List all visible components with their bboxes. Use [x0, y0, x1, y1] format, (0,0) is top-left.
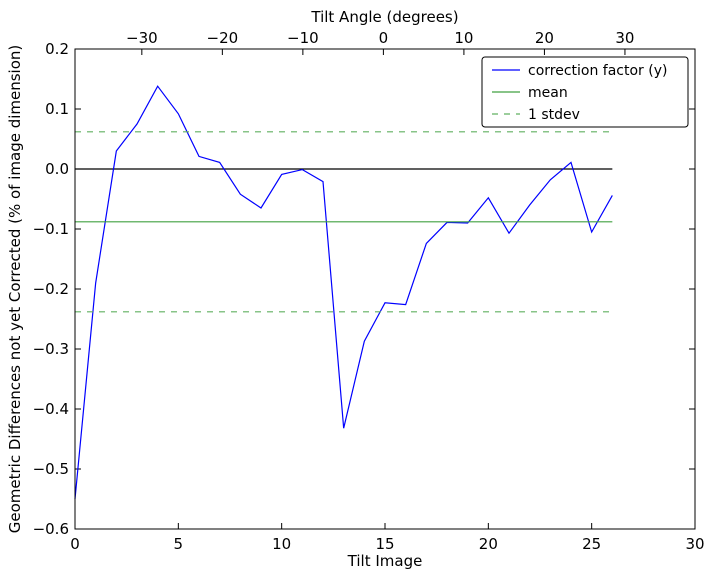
- top-tick-label: 30: [615, 29, 634, 47]
- legend-items: correction factor (y) mean 1 stdev: [492, 63, 667, 123]
- y-tick-label: −0.6: [33, 520, 69, 538]
- lines-layer: [74, 85, 613, 500]
- top-tick-label: 10: [454, 29, 473, 47]
- x-axis-label: Tilt Image: [347, 552, 423, 570]
- plot-area-frame: [74, 48, 696, 530]
- y-tick-label: −0.4: [33, 400, 69, 418]
- x-tick-label: 15: [375, 535, 394, 553]
- y-tick-label: −0.3: [33, 340, 69, 358]
- x-tick-label: 0: [70, 535, 80, 553]
- y-tick-label: 0.2: [45, 40, 69, 58]
- legend-label: correction factor (y): [528, 63, 667, 79]
- x-tick-label: 30: [685, 535, 704, 553]
- top-tick-label: −10: [287, 29, 319, 47]
- y-tick-label: 0.1: [45, 100, 69, 118]
- legend: correction factor (y) mean 1 stdev: [481, 56, 689, 128]
- x-tick-label: 5: [174, 535, 184, 553]
- x-tick-label: 25: [582, 535, 601, 553]
- legend-box: [481, 56, 689, 128]
- y-tick-label: −0.5: [33, 460, 69, 478]
- legend-label: mean: [528, 85, 568, 101]
- x-tick-label: 10: [272, 535, 291, 553]
- y-axis-label: Geometric Differences not yet Corrected …: [6, 45, 24, 534]
- series-line-correction-factor-y: [74, 85, 613, 500]
- top-tick-label: −30: [126, 29, 158, 47]
- y-tick-label: −0.2: [33, 280, 69, 298]
- legend-label: 1 stdev: [528, 107, 580, 123]
- y-tick-label: 0.0: [45, 160, 69, 178]
- top-tick-label: 0: [379, 29, 389, 47]
- x-tick-label: 20: [479, 535, 498, 553]
- top-tick-label: −20: [207, 29, 239, 47]
- top-tick-label: 20: [535, 29, 554, 47]
- y-tick-label: −0.1: [33, 220, 69, 238]
- top-axis-label: Tilt Angle (degrees): [310, 8, 458, 26]
- ticks-layer: 0 5 10 15 20 25 30 −30 −20 −10 0 10 20 30 −0.6 −0.5 −0.4…: [33, 29, 705, 553]
